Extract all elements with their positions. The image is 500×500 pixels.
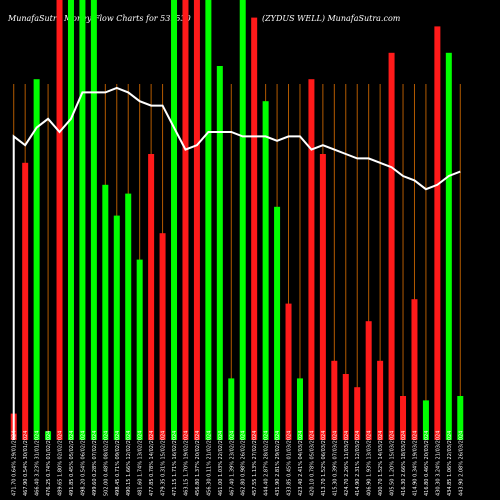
money-flow-bar <box>205 0 212 440</box>
money-flow-bar <box>308 79 315 440</box>
x-tick-label: 405.50 1.20% 15/03/2024 <box>390 431 396 496</box>
x-tick-label: 444.40 2.87% 28/02/2024 <box>264 431 270 496</box>
money-flow-bar <box>319 154 326 440</box>
money-flow-bar <box>148 154 155 440</box>
money-flow-bar <box>377 360 384 440</box>
money-flow-bar <box>193 0 200 440</box>
x-tick-label: 416.30 2.66% 18/03/2024 <box>401 431 407 496</box>
x-tick-label: 414.90 0.34% 19/03/2024 <box>412 431 418 496</box>
money-flow-bar <box>388 52 395 441</box>
x-tick-label: 466.40 3.23% 31/01/2024 <box>35 431 41 496</box>
x-tick-label: 467.90 0.54% 30/01/2024 <box>23 431 29 496</box>
money-flow-bar <box>102 184 109 440</box>
money-flow-bar <box>342 374 349 440</box>
x-tick-label: 456.30 0.11% 21/02/2024 <box>206 431 212 496</box>
money-flow-bar <box>365 321 372 440</box>
money-flow-bar <box>216 66 223 440</box>
x-tick-label: 416.80 0.46% 20/03/2024 <box>424 431 430 496</box>
money-flow-bar <box>262 101 269 440</box>
x-tick-label: 502.00 0.48% 08/02/2024 <box>103 431 109 496</box>
x-tick-label: 471.70 0.64% 29/01/2024 <box>12 431 18 496</box>
x-tick-label: 434.85 1.06% 22/03/2024 <box>447 431 453 496</box>
x-tick-label: 477.85 0.78% 14/02/2024 <box>149 431 155 496</box>
money-flow-bar <box>251 17 258 440</box>
x-tick-label: 467.40 1.39% 23/02/2024 <box>229 431 235 496</box>
money-flow-bar <box>159 233 166 440</box>
x-tick-label: 433.85 0.45% 01/03/2024 <box>287 431 293 496</box>
money-flow-bar <box>67 0 74 440</box>
money-flow-bar <box>125 193 132 440</box>
x-tick-label: 476.25 0.74% 01/02/2024 <box>46 431 52 496</box>
x-tick-label: 400.70 1.52% 14/03/2024 <box>378 431 384 496</box>
x-tick-label: 456.80 1.37% 20/02/2024 <box>195 431 201 496</box>
x-tick-label: 424.70 2.26% 11/03/2024 <box>344 431 350 496</box>
x-tick-label: 420.10 0.78% 05/03/2024 <box>309 431 315 496</box>
money-flow-bar <box>445 52 452 441</box>
money-flow-bar <box>33 79 40 440</box>
money-flow-bar <box>457 396 464 440</box>
x-tick-label: 457.55 1.13% 27/02/2024 <box>252 431 258 496</box>
x-tick-label: 431.90 2.81% 29/02/2024 <box>275 431 281 496</box>
money-flow-bar <box>296 378 303 440</box>
money-flow-bar <box>239 0 246 440</box>
x-tick-label: 430.30 3.24% 21/03/2024 <box>435 431 441 496</box>
x-tick-label: 498.45 0.71% 09/02/2024 <box>115 431 121 496</box>
x-tick-label: 461.00 1.03% 22/02/2024 <box>218 431 224 496</box>
chart-title-left: MunafaSutra Money Flow Charts for 531530 <box>8 14 191 23</box>
x-tick-label: 499.60 0.28% 07/02/2024 <box>92 431 98 496</box>
money-flow-bar <box>56 0 63 440</box>
money-flow-bar <box>79 0 86 440</box>
money-flow-bar <box>354 387 361 440</box>
x-tick-label: 413.70 1.52% 06/03/2024 <box>321 431 327 496</box>
money-flow-bar <box>45 431 52 440</box>
money-flow-bar <box>136 259 143 440</box>
money-flow-bar <box>113 215 120 440</box>
money-flow-bar <box>228 378 235 440</box>
x-tick-label: 481.60 1.74% 13/02/2024 <box>138 431 144 496</box>
x-tick-label: 471.15 1.71% 16/02/2024 <box>172 431 178 496</box>
money-flow-bar <box>422 400 429 440</box>
x-tick-label: 462.80 0.98% 26/02/2024 <box>241 431 247 496</box>
money-flow-bar <box>90 0 97 440</box>
money-flow-bar <box>434 26 441 441</box>
x-tick-label: 490.15 1.66% 12/02/2024 <box>126 431 132 496</box>
x-tick-label: 443.90 2.08% 26/03/2024 <box>458 431 464 496</box>
money-flow-bar <box>285 303 292 440</box>
x-tick-label: 479.35 0.31% 15/02/2024 <box>161 431 167 496</box>
x-tick-label: 423.40 2.41% 04/03/2024 <box>298 431 304 496</box>
x-tick-label: 463.15 1.70% 19/02/2024 <box>183 431 189 496</box>
money-flow-bar <box>411 299 418 440</box>
money-flow-bar <box>400 396 407 440</box>
x-tick-label: 406.90 1.93% 13/03/2024 <box>367 431 373 496</box>
x-tick-label: 489.65 1.80% 02/02/2024 <box>58 431 64 496</box>
money-flow-bar <box>331 360 338 440</box>
x-tick-label: 414.90 2.31% 12/03/2024 <box>355 431 361 496</box>
x-tick-label: 491.85 0.45% 05/02/2024 <box>69 431 75 496</box>
money-flow-bar <box>22 162 29 441</box>
money-flow-bar <box>171 0 178 440</box>
chart-title-center: (ZYDUS WELL) MunafaSutra.com <box>262 14 401 23</box>
money-flow-bar <box>274 206 281 440</box>
x-tick-label: 498.20 0.54% 06/02/2024 <box>80 431 86 496</box>
average-line <box>12 86 461 440</box>
money-flow-bar <box>182 0 189 440</box>
x-tick-label: 415.30 0.39% 07/03/2024 <box>332 431 338 496</box>
